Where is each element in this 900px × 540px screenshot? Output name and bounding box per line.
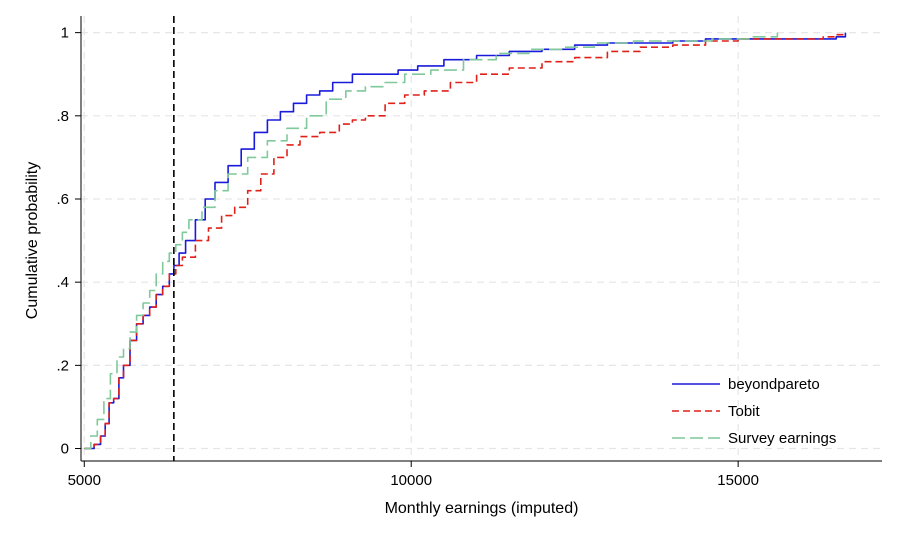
y-tick-label: .4	[56, 274, 69, 291]
y-tick-label: .2	[56, 357, 69, 374]
x-tick-label: 15000	[717, 472, 759, 489]
legend-label: Tobit	[728, 403, 761, 420]
y-axis-title: Cumulative probability	[24, 162, 41, 319]
y-tick-label: 0	[61, 441, 69, 458]
axes	[80, 16, 882, 462]
series-line-tobit	[84, 32, 847, 450]
series-line-beyondpareto	[84, 32, 847, 450]
series-lines	[84, 32, 847, 450]
legend-label: Survey earnings	[728, 430, 836, 447]
y-tick-label: .6	[56, 191, 69, 208]
grid-lines	[81, 16, 882, 461]
legend-label: beyondpareto	[728, 376, 820, 393]
y-tick-label: .8	[56, 108, 69, 125]
x-axis-title: Monthly earnings (imputed)	[385, 500, 579, 517]
x-ticks: 5000 10000 15000	[68, 461, 759, 489]
x-tick-label: 10000	[390, 472, 432, 489]
y-ticks: 0 .2 .4 .6 .8 1	[56, 25, 81, 458]
y-tick-label: 1	[61, 25, 69, 42]
x-tick-label: 5000	[68, 472, 101, 489]
series-line-survey-earnings	[84, 32, 779, 450]
legend: beyondpareto Tobit Survey earnings	[672, 376, 836, 447]
